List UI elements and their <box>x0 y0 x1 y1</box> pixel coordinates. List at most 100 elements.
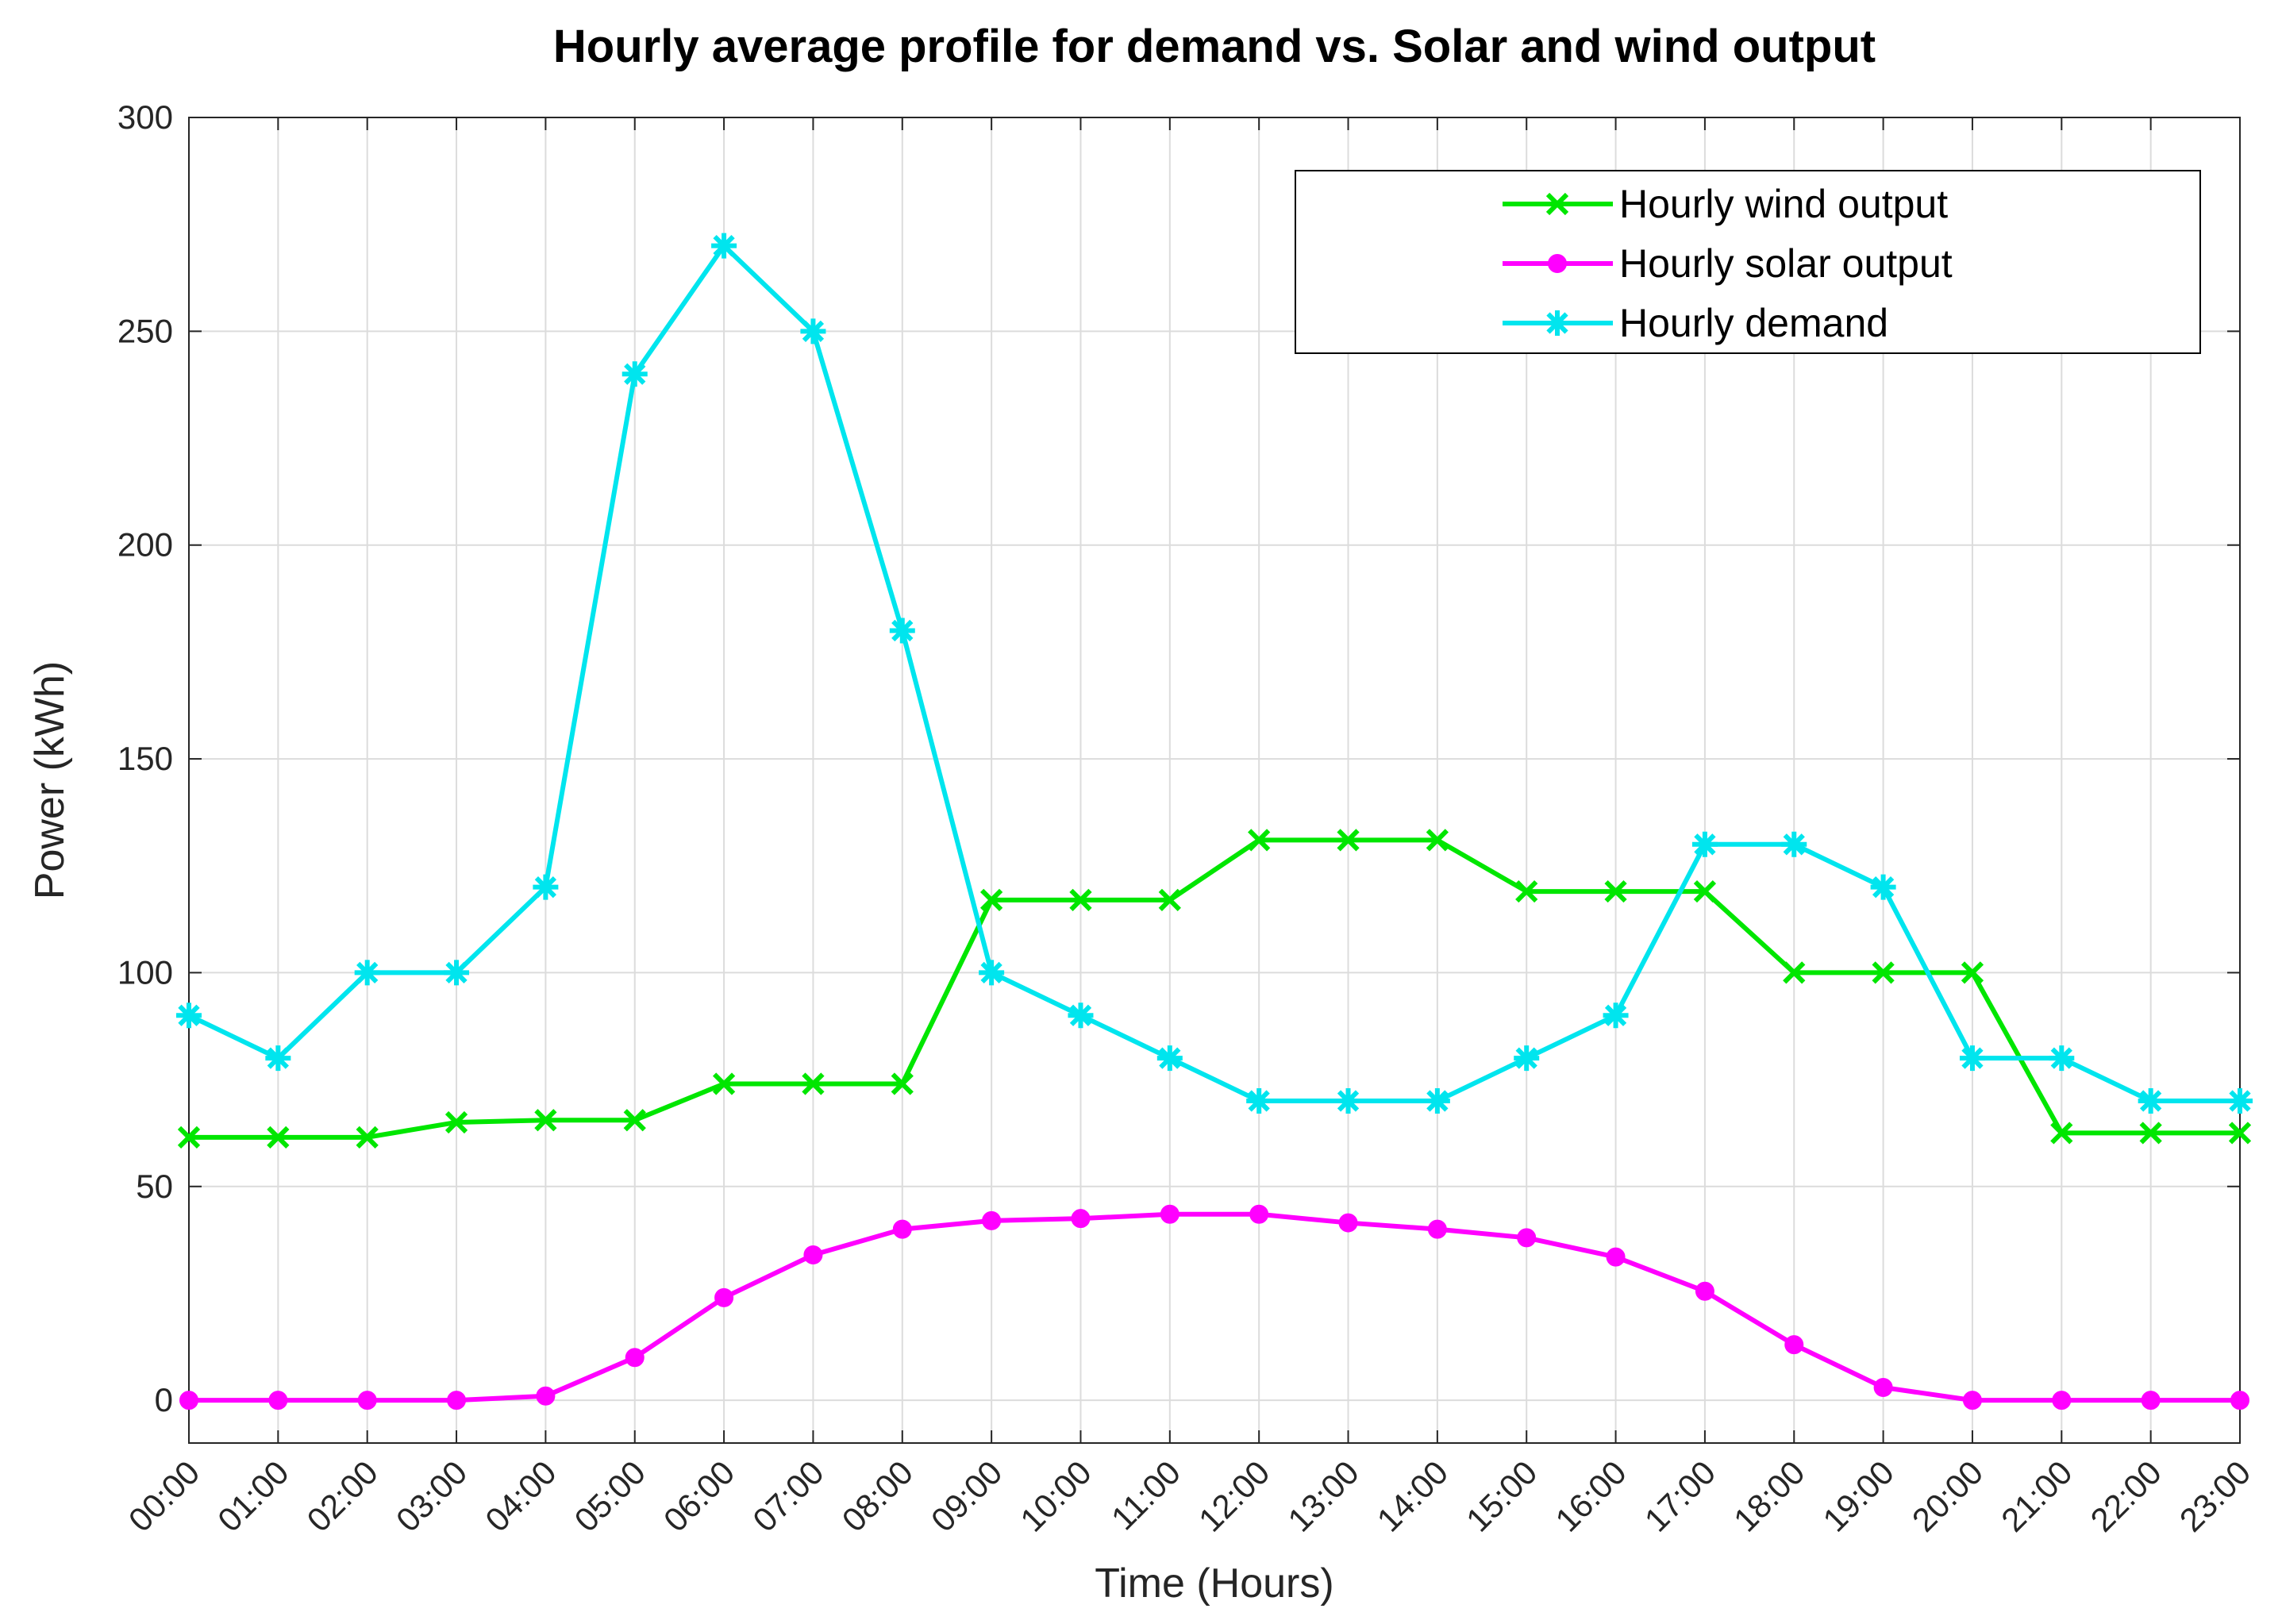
marker-stroke <box>2050 1047 2072 1069</box>
marker-stroke <box>534 1109 557 1132</box>
data-point <box>179 1391 198 1410</box>
data-point <box>533 874 559 900</box>
legend-label: Hourly wind output <box>1619 182 1948 226</box>
marker-stroke <box>1158 888 1181 911</box>
data-point <box>2052 1391 2072 1410</box>
data-point <box>889 618 915 644</box>
marker-stroke <box>2139 1122 2162 1145</box>
legend-item: Hourly demand <box>1503 301 1888 345</box>
data-point <box>1156 1045 1183 1072</box>
data-point <box>2049 1045 2075 1072</box>
data-point <box>1691 831 1718 857</box>
y-tick-label: 150 <box>117 740 173 777</box>
data-point <box>444 1110 468 1134</box>
data-point <box>356 1126 379 1149</box>
marker-stroke <box>802 1072 825 1095</box>
marker-stroke <box>177 1126 201 1149</box>
y-tick-label: 50 <box>136 1168 173 1205</box>
marker-stroke <box>1337 1090 1360 1112</box>
marker-stroke <box>1337 829 1360 852</box>
data-point <box>982 1210 1002 1230</box>
data-point <box>1249 1204 1269 1224</box>
data-point <box>1545 192 1569 216</box>
data-point <box>1335 1088 1361 1114</box>
data-point <box>357 1391 377 1410</box>
data-point <box>625 1348 645 1368</box>
y-tick-label: 300 <box>117 98 173 136</box>
data-point <box>1784 1335 1804 1355</box>
data-point <box>1246 1088 1272 1114</box>
data-point <box>177 1126 201 1149</box>
legend-label: Hourly solar output <box>1619 241 1953 286</box>
marker-stroke <box>2229 1090 2251 1112</box>
data-point <box>1071 1209 1091 1229</box>
data-point <box>891 1072 914 1095</box>
data-point <box>1873 1377 1893 1397</box>
marker-stroke <box>1426 1090 1449 1112</box>
marker-stroke <box>356 961 379 984</box>
marker-stroke <box>980 961 1002 984</box>
data-point <box>714 1287 734 1307</box>
data-point <box>979 960 1005 986</box>
data-point <box>1158 888 1181 911</box>
data-point <box>1959 1045 1985 1072</box>
data-point <box>1961 961 1984 984</box>
marker-stroke <box>1783 961 1806 984</box>
marker-stroke <box>1693 879 1717 903</box>
data-point <box>1693 879 1717 903</box>
marker-stroke <box>1515 879 1538 903</box>
marker-stroke <box>1159 1047 1181 1069</box>
data-point <box>1695 1281 1714 1301</box>
series-line <box>189 837 2240 1140</box>
marker-stroke <box>267 1126 290 1149</box>
data-point <box>892 1219 912 1239</box>
data-point <box>176 1002 202 1029</box>
y-tick-label: 200 <box>117 526 173 564</box>
data-point <box>980 888 1003 911</box>
series-line <box>189 1211 2240 1403</box>
data-point <box>803 1245 823 1264</box>
data-point <box>2139 1122 2162 1145</box>
data-point <box>1515 879 1538 903</box>
marker-stroke <box>980 888 1003 911</box>
data-point <box>1069 888 1092 911</box>
data-point <box>1783 961 1806 984</box>
data-point <box>2141 1391 2161 1410</box>
series-line <box>187 243 2240 1104</box>
marker-stroke <box>1069 1004 1092 1026</box>
data-point <box>2228 1122 2252 1145</box>
marker-stroke <box>2228 1122 2252 1145</box>
marker-stroke <box>534 876 557 899</box>
series-hourly-demand <box>176 233 2253 1114</box>
data-point <box>268 1391 288 1410</box>
series-hourly-solar-output <box>179 1204 2249 1410</box>
marker-stroke <box>802 320 825 342</box>
marker-stroke <box>1515 1047 1537 1069</box>
legend-box <box>1295 170 2201 354</box>
data-point <box>1781 831 1807 857</box>
marker-stroke <box>1426 829 1449 852</box>
chart-title: Hourly average profile for demand vs. So… <box>553 21 1876 72</box>
y-tick-label: 0 <box>155 1381 173 1418</box>
marker-stroke <box>1961 1047 1984 1069</box>
series-hourly-wind-output <box>177 829 2252 1149</box>
series-group <box>176 233 2253 1410</box>
marker-stroke <box>2050 1122 2073 1145</box>
marker-stroke <box>1604 879 1627 903</box>
data-point <box>1548 254 1567 273</box>
data-point <box>1603 1002 1629 1029</box>
marker-stroke <box>1604 1004 1627 1026</box>
marker-stroke <box>1872 876 1895 899</box>
marker-stroke <box>445 961 468 984</box>
x-axis-label: Time (Hours) <box>1095 1561 1333 1607</box>
data-point <box>2138 1088 2164 1114</box>
data-point <box>711 233 737 259</box>
marker-stroke <box>444 1110 468 1134</box>
data-point <box>1424 1088 1450 1114</box>
data-point <box>1606 1247 1626 1267</box>
data-point <box>536 1386 556 1406</box>
data-point <box>1426 829 1449 852</box>
marker-stroke <box>1694 833 1716 856</box>
data-point <box>534 1109 557 1132</box>
